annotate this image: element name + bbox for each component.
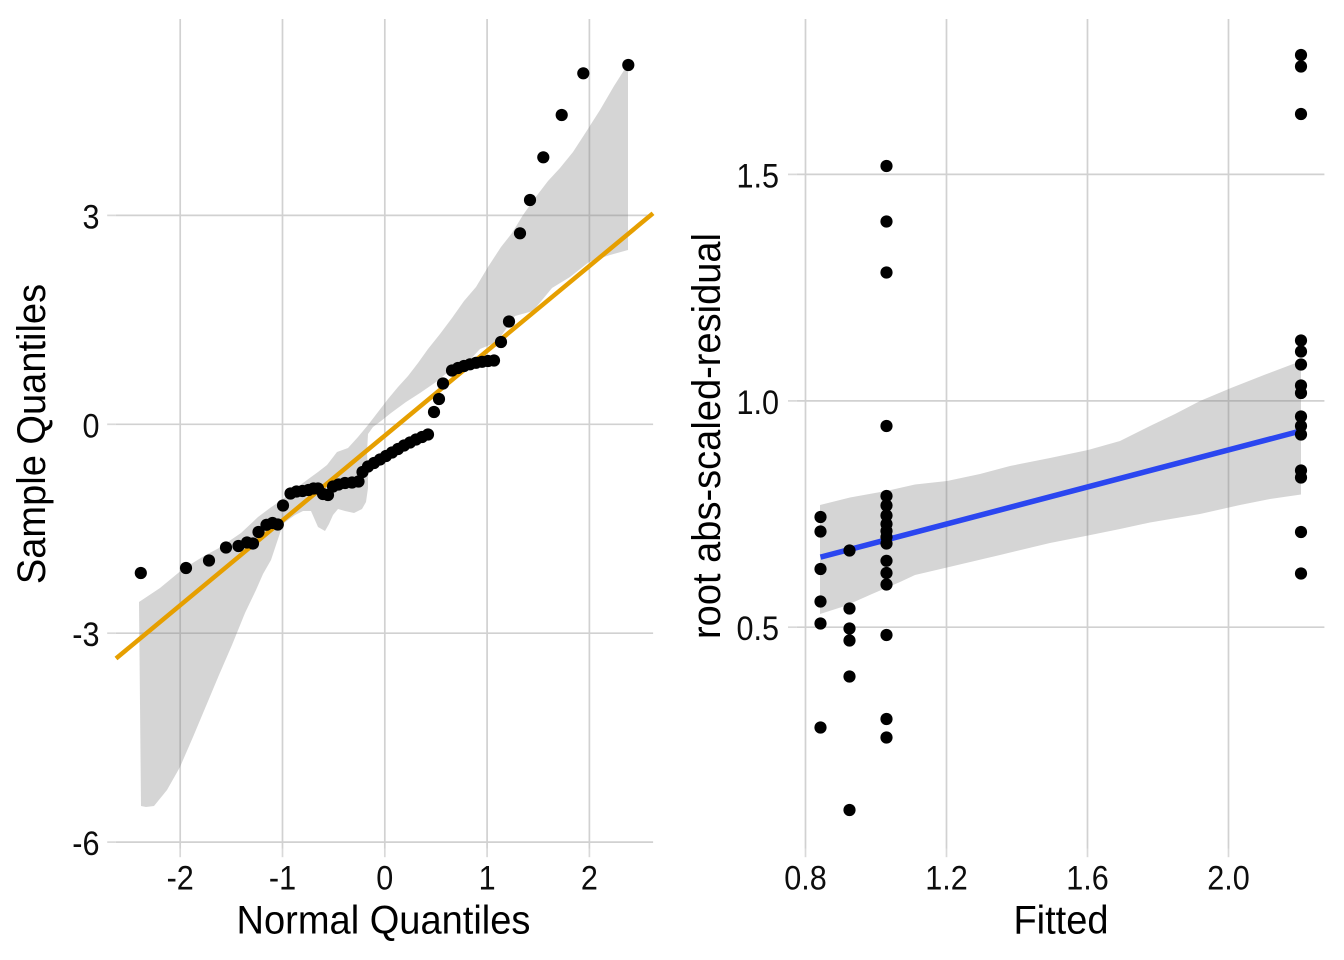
svg-text:1.2: 1.2 [925,860,968,898]
svg-text:-1: -1 [269,860,296,898]
svg-text:2: 2 [581,860,598,898]
svg-text:1.5: 1.5 [737,157,780,195]
svg-text:-3: -3 [72,616,99,654]
svg-text:-2: -2 [167,860,194,898]
svg-text:0: 0 [83,407,100,445]
svg-text:Normal Quantiles: Normal Quantiles [237,898,531,942]
svg-text:1.6: 1.6 [1066,860,1109,898]
svg-text:root abs-scaled-residual: root abs-scaled-residual [685,233,729,639]
svg-text:-6: -6 [72,825,99,863]
svg-text:Fitted: Fitted [1013,898,1108,942]
svg-text:1: 1 [479,860,496,898]
svg-text:3: 3 [83,198,100,236]
svg-text:Sample Quantiles: Sample Quantiles [10,284,54,584]
svg-text:2.0: 2.0 [1207,860,1250,898]
svg-text:1.0: 1.0 [737,384,780,422]
svg-text:0.8: 0.8 [784,860,827,898]
svg-text:0: 0 [376,860,393,898]
svg-text:0.5: 0.5 [737,610,780,648]
